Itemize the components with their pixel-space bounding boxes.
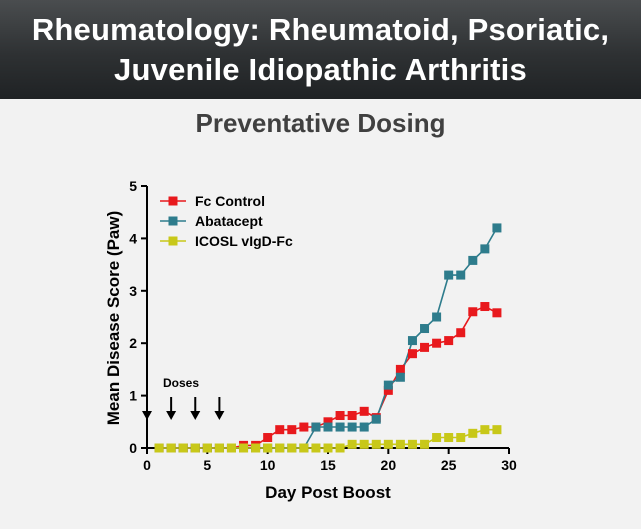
data-point [395, 364, 405, 374]
dose-annotation: Doses [142, 376, 225, 420]
x-tick-label: 20 [381, 457, 397, 473]
banner-title-line-1: Rheumatology: Rheumatoid, Psoriatic, [31, 12, 610, 47]
y-tick-label: 2 [129, 335, 137, 351]
doses-label: Doses [163, 376, 199, 390]
data-point [420, 324, 430, 334]
y-tick-label: 0 [129, 440, 137, 456]
data-point [335, 422, 345, 432]
legend-marker [168, 216, 178, 226]
data-point [299, 422, 309, 432]
data-point [444, 433, 454, 443]
x-tick-label: 0 [143, 457, 151, 473]
legend-label: Fc Control [195, 193, 265, 209]
data-point [202, 443, 212, 453]
data-point [178, 443, 188, 453]
data-point [287, 425, 297, 435]
data-point [444, 336, 454, 346]
data-point [371, 414, 381, 424]
x-tick-label: 15 [320, 457, 336, 473]
x-tick-label: 30 [501, 457, 517, 473]
data-point [407, 336, 417, 346]
chart-legend: Fc Control Abatacept ICOSL vIgD-Fc [160, 193, 293, 249]
legend-marker [168, 236, 178, 246]
chart-series-markers [154, 223, 502, 453]
chart-title: Preventative Dosing [195, 108, 446, 138]
data-point [251, 443, 261, 453]
data-point [359, 439, 369, 449]
data-point [359, 422, 369, 432]
data-point [383, 380, 393, 390]
y-tick-label: 3 [129, 283, 137, 299]
dose-arrow-head [142, 411, 152, 420]
data-point [444, 270, 454, 280]
data-point [492, 425, 502, 435]
data-point [456, 433, 466, 443]
data-point [275, 443, 285, 453]
data-point [432, 338, 442, 348]
data-point [480, 302, 490, 312]
y-axis-label: Mean Disease Score (Paw) [104, 211, 123, 425]
data-point [383, 385, 393, 395]
data-point [395, 439, 405, 449]
data-point [407, 439, 417, 449]
data-point [275, 425, 285, 435]
data-point [335, 443, 345, 453]
data-point [323, 443, 333, 453]
data-point [420, 342, 430, 352]
x-tick-label: 25 [441, 457, 457, 473]
data-point [492, 308, 502, 318]
data-point [347, 411, 357, 421]
x-tick-label: 5 [203, 457, 211, 473]
data-point [323, 417, 333, 427]
data-point [226, 443, 236, 453]
data-point [407, 349, 417, 359]
data-point [323, 422, 333, 432]
data-point [371, 439, 381, 449]
y-tick-label: 1 [129, 388, 137, 404]
y-tick-label: 4 [129, 230, 137, 246]
data-point [263, 433, 273, 443]
data-point [383, 439, 393, 449]
data-point [347, 422, 357, 432]
x-axis-label: Day Post Boost [265, 483, 391, 502]
data-point [287, 443, 297, 453]
data-point [395, 372, 405, 382]
dose-arrow-head [166, 411, 177, 420]
legend-marker [168, 196, 178, 206]
x-tick-label: 10 [260, 457, 276, 473]
data-point [432, 433, 442, 443]
data-point [335, 411, 345, 421]
data-point [456, 270, 466, 280]
data-point [166, 443, 176, 453]
data-point [432, 312, 442, 322]
data-point [480, 244, 490, 254]
data-point [214, 443, 224, 453]
data-point [480, 425, 490, 435]
title-banner: Rheumatology: Rheumatoid, Psoriatic, Juv… [0, 0, 641, 99]
data-point [263, 443, 273, 453]
banner-title-line-2: Juvenile Idiopathic Arthritis [114, 52, 527, 87]
data-point [190, 443, 200, 453]
dose-arrow-head [190, 411, 201, 420]
data-point [359, 406, 369, 416]
data-point [492, 223, 502, 233]
data-point [239, 443, 249, 453]
data-point [468, 428, 478, 438]
legend-label: ICOSL vIgD-Fc [195, 233, 293, 249]
data-point [420, 439, 430, 449]
data-point [299, 443, 309, 453]
data-point [468, 255, 478, 265]
data-point [311, 422, 321, 432]
y-tick-label: 5 [129, 178, 137, 194]
data-point [154, 443, 164, 453]
data-point [311, 443, 321, 453]
chart-axes: 0 5 10 15 20 25 30 0 1 2 3 4 5 [129, 178, 517, 473]
data-point [468, 307, 478, 317]
data-point [456, 328, 466, 338]
dose-arrow-head [214, 411, 225, 420]
legend-label: Abatacept [195, 213, 263, 229]
data-point [347, 439, 357, 449]
